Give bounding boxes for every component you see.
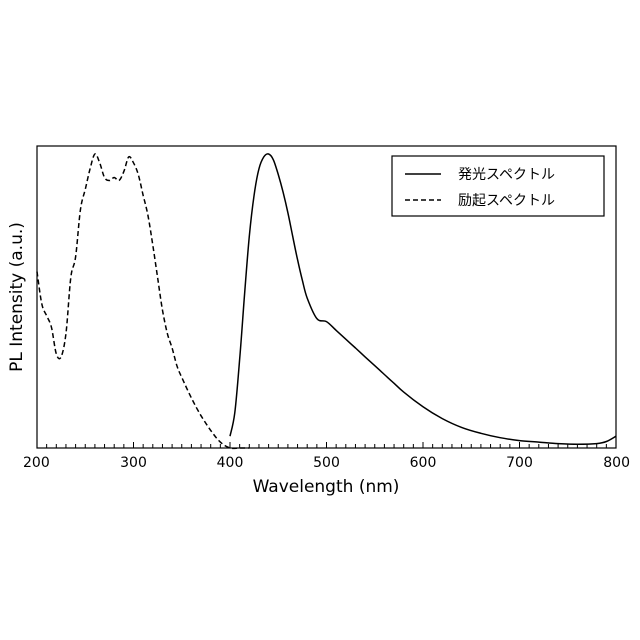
x-tick-label: 400 (217, 455, 244, 471)
x-tick-label: 700 (506, 455, 533, 471)
x-tick-label: 200 (23, 455, 50, 471)
x-tick-label: 600 (410, 455, 437, 471)
excitation-spectrum-line (37, 154, 249, 449)
legend-label-emission: 発光スペクトル (458, 167, 555, 183)
y-axis-title: PL Intensity (a.u.) (7, 222, 27, 372)
x-tick-label: 800 (603, 455, 630, 471)
minor-ticks (47, 442, 607, 448)
legend-label-excitation: 励起スペクトル (458, 193, 555, 209)
x-axis-title: Wavelength (nm) (253, 477, 400, 497)
legend: 発光スペクトル 励起スペクトル (392, 156, 604, 216)
x-tick-label: 300 (120, 455, 147, 471)
x-tick-label: 500 (313, 455, 340, 471)
x-tick-labels: 200 300 400 500 600 700 800 (23, 455, 630, 471)
